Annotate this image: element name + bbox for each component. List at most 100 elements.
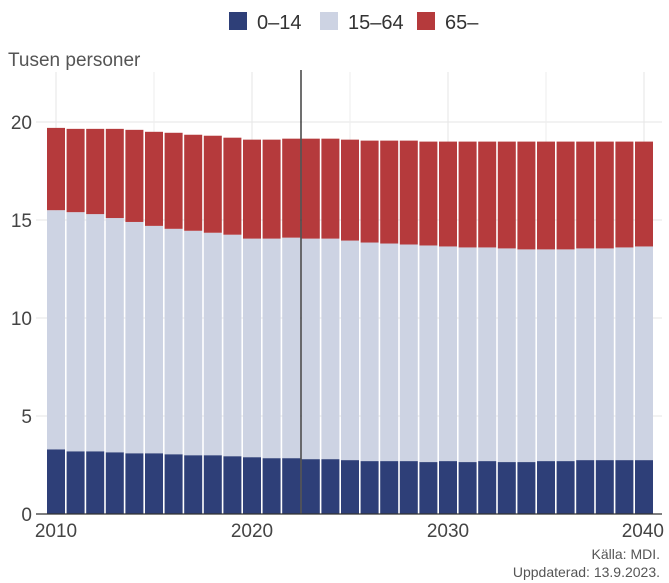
- legend-swatch: [320, 12, 338, 30]
- bar-segment: [439, 461, 457, 514]
- bar-segment: [184, 455, 203, 514]
- bar-segment: [595, 460, 614, 514]
- bar-segment: [66, 128, 85, 213]
- bar-segment: [105, 128, 124, 219]
- bar-segment: [635, 460, 653, 514]
- bar-segment: [576, 460, 595, 514]
- bar-segment: [125, 129, 144, 222]
- x-tick-label: 2010: [35, 521, 77, 542]
- bar-segment: [615, 247, 634, 461]
- bar-segment: [595, 248, 614, 461]
- bar-segment: [243, 238, 261, 458]
- bar-segment: [556, 141, 575, 250]
- bar-segment: [576, 248, 595, 461]
- bar-segment: [184, 134, 203, 231]
- y-tick-label: 0: [21, 505, 32, 526]
- bar-segment: [458, 462, 477, 514]
- bar-segment: [419, 462, 438, 514]
- bar-segment: [380, 461, 399, 514]
- x-tick-label: 2030: [427, 521, 469, 542]
- bar-segment: [105, 218, 124, 453]
- bar-segment: [360, 242, 379, 462]
- bar-segment: [615, 460, 634, 514]
- bar-segment: [66, 451, 85, 514]
- legend-swatch: [229, 12, 247, 30]
- bar-segment: [203, 135, 222, 233]
- x-tick-label: 2040: [622, 521, 664, 542]
- bar-segment: [478, 247, 497, 462]
- bar-segment: [223, 137, 242, 235]
- bar-segment: [184, 230, 203, 456]
- bar-segment: [537, 249, 555, 462]
- bar-segment: [380, 243, 399, 462]
- bar-segment: [399, 461, 418, 514]
- bar-segment: [321, 138, 340, 239]
- y-axis-ticks: 0 5 10 15 20: [11, 113, 32, 526]
- bar-segment: [576, 141, 595, 249]
- y-tick-label: 5: [21, 407, 32, 428]
- y-tick-label: 20: [11, 113, 32, 134]
- bar-segment: [478, 461, 497, 514]
- bar-segment: [86, 214, 105, 452]
- bar-segment: [517, 462, 536, 514]
- bar-segment: [125, 453, 144, 514]
- bar-segment: [458, 141, 477, 248]
- bar-segment: [145, 131, 163, 226]
- bar-segment: [439, 141, 457, 247]
- bar-segment: [419, 141, 438, 246]
- bar-segment: [282, 458, 301, 514]
- bar-segment: [341, 240, 359, 461]
- bar-segment: [203, 455, 222, 514]
- bar-segment: [537, 141, 555, 250]
- bar-segment: [203, 232, 222, 456]
- bar-segment: [262, 458, 281, 514]
- bar-segment: [145, 453, 163, 514]
- bar-segment: [105, 452, 124, 514]
- legend-label: 65–: [445, 12, 479, 34]
- bar-segment: [439, 246, 457, 462]
- bar-segment: [517, 249, 536, 463]
- bar-segment: [556, 249, 575, 462]
- y-tick-label: 15: [11, 211, 32, 232]
- bar-segment: [595, 141, 614, 249]
- bar-segment: [321, 238, 340, 460]
- bar-segment: [164, 228, 183, 455]
- x-axis-ticks: 2010 2020 2030 2040: [35, 521, 664, 542]
- bar-segment: [223, 234, 242, 457]
- bar-segment: [47, 210, 65, 450]
- bar-segment: [497, 462, 516, 514]
- x-tick-label: 2020: [231, 521, 273, 542]
- bar-segment: [341, 460, 359, 514]
- bar-segment: [86, 451, 105, 514]
- legend-swatch: [417, 12, 435, 30]
- bar-segment: [262, 139, 281, 239]
- bar-segment: [86, 128, 105, 215]
- bar-segment: [537, 461, 555, 514]
- updated-text: Uppdaterad: 13.9.2023.: [513, 564, 660, 580]
- legend-label: 15–64: [348, 12, 404, 34]
- bar-segment: [497, 141, 516, 249]
- bar-segment: [478, 141, 497, 248]
- bar-segment: [145, 225, 163, 454]
- legend: 0–14 15–64 65–: [229, 12, 479, 34]
- source-text: Källa: MDI.: [592, 546, 660, 562]
- bar-segment: [341, 139, 359, 241]
- y-tick-label: 10: [11, 309, 32, 330]
- bar-segment: [399, 244, 418, 462]
- bar-segment: [282, 138, 301, 238]
- bar-segment: [615, 141, 634, 248]
- bar-segment: [419, 245, 438, 463]
- bar-segment: [399, 140, 418, 245]
- bar-segment: [301, 459, 320, 514]
- bar-segment: [47, 127, 65, 211]
- bar-segment: [635, 141, 653, 247]
- bar-segment: [164, 132, 183, 229]
- bar-segment: [262, 238, 281, 459]
- bar-segment: [458, 247, 477, 463]
- bar-segment: [125, 221, 144, 454]
- bar-segment: [360, 461, 379, 514]
- bar-segment: [301, 138, 320, 239]
- bar-segment: [282, 237, 301, 459]
- legend-label: 0–14: [257, 12, 302, 34]
